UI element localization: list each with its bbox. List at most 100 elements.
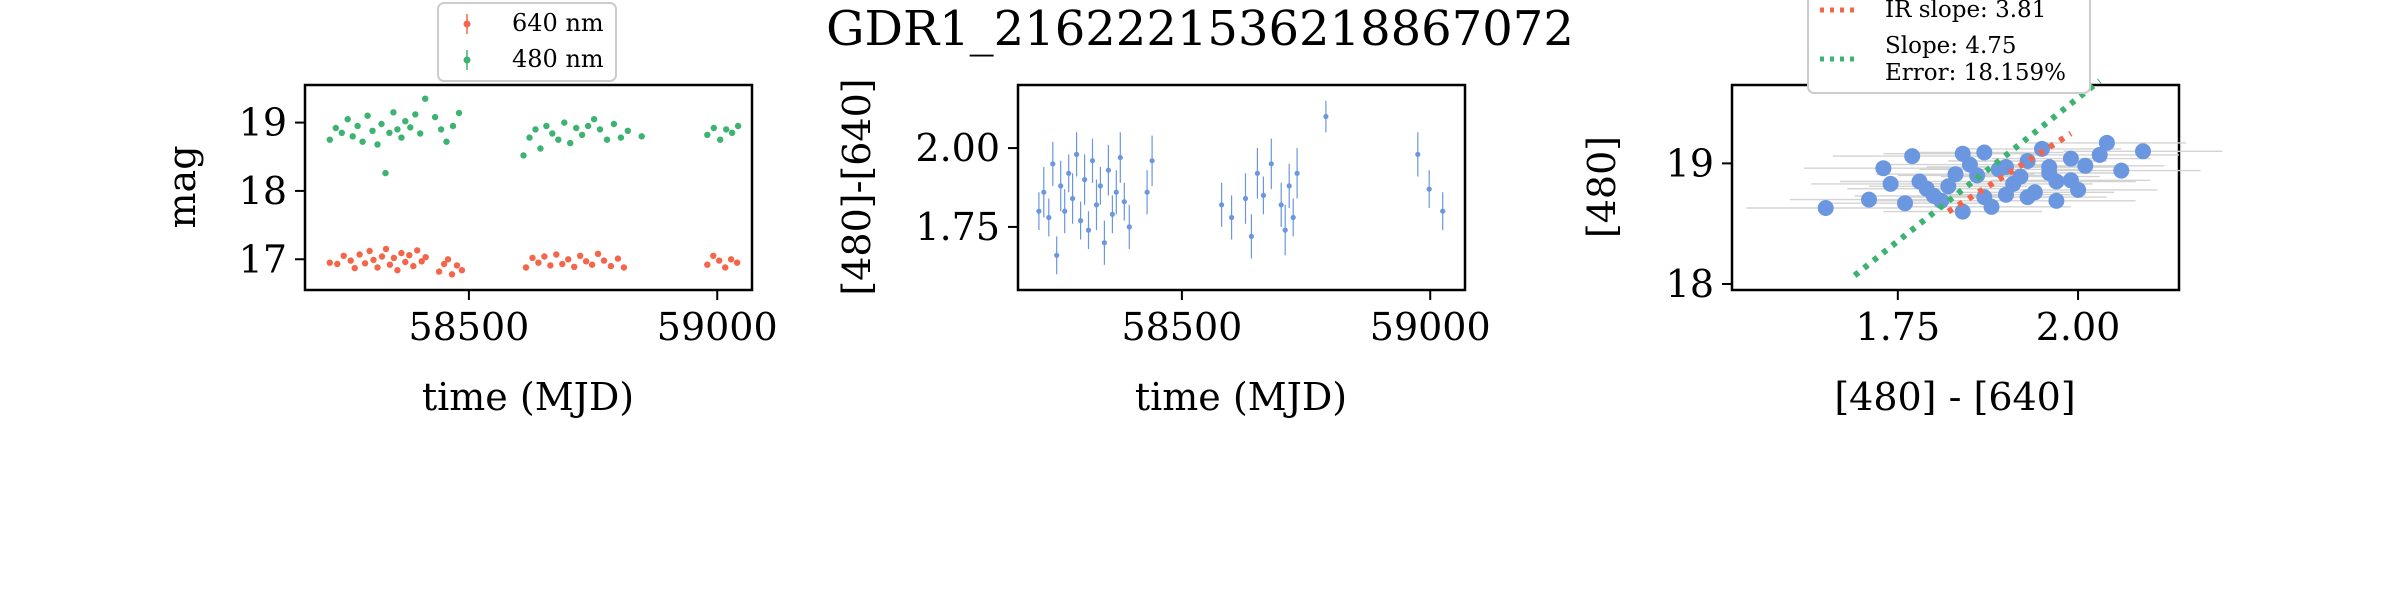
data-point <box>594 250 602 257</box>
data-point <box>710 124 717 132</box>
data-point <box>378 253 386 260</box>
y-axis-label: mag <box>160 145 204 228</box>
data-point <box>390 254 398 262</box>
data-point <box>617 134 625 141</box>
data-point <box>1983 198 2000 215</box>
data-point <box>2048 192 2065 209</box>
data-point <box>1229 214 1235 221</box>
data-point <box>1286 183 1292 189</box>
data-point <box>588 261 596 268</box>
data-point <box>590 116 598 123</box>
legend-label-slope: Slope: 4.75 <box>1885 33 2017 59</box>
data-point <box>1294 170 1300 176</box>
data-point <box>418 258 425 265</box>
plot-frame <box>303 83 754 292</box>
data-point <box>347 257 354 264</box>
y-tick-label: 19 <box>1666 141 1714 185</box>
data-point <box>1041 189 1047 195</box>
legend-label-640nm: 640 nm <box>512 9 604 37</box>
data-point <box>344 116 351 123</box>
data-point <box>522 264 530 271</box>
x-axis-label: [480] - [640] <box>1834 375 2075 419</box>
data-point <box>1268 161 1274 167</box>
data-point <box>1144 189 1150 195</box>
data-point <box>1875 160 1892 177</box>
x-axis-ticks: 58500 59000 <box>408 290 778 349</box>
data-point <box>537 145 544 152</box>
data-point <box>422 254 429 261</box>
data-point <box>1062 208 1068 214</box>
data-point <box>394 126 401 133</box>
data-point <box>559 260 566 268</box>
data-point <box>567 139 574 147</box>
data-point <box>1897 195 1913 212</box>
data-point <box>1066 170 1072 176</box>
data-point <box>610 120 618 128</box>
data-point <box>578 131 586 139</box>
x-axis-ticks: 58500 59000 <box>1121 290 1491 349</box>
data-point <box>549 130 556 137</box>
data-point <box>716 257 723 264</box>
y-tick-label: 2.00 <box>915 126 1000 170</box>
data-point <box>1046 214 1052 221</box>
data-point <box>565 256 572 263</box>
data-point <box>422 95 429 102</box>
data-point <box>443 138 450 145</box>
x-tick-label: 58500 <box>1121 305 1242 349</box>
data-point <box>734 122 742 130</box>
data-point <box>2135 143 2151 160</box>
data-point <box>555 136 562 143</box>
data-point <box>1940 178 1957 195</box>
data-point <box>2048 173 2065 190</box>
data-point <box>453 262 461 269</box>
data-point <box>1242 195 1249 202</box>
data-point <box>2098 134 2115 151</box>
data-point <box>402 258 409 266</box>
data-point <box>573 124 580 132</box>
y-tick-label: 18 <box>1666 262 1714 306</box>
data-point <box>1260 192 1266 198</box>
data-point <box>370 256 377 264</box>
legend-marker-640nm <box>463 14 471 34</box>
data-point <box>1105 167 1111 173</box>
y-axis-ticks: 1.75 2.00 <box>915 126 1018 249</box>
data-point <box>1947 166 1964 183</box>
data-point <box>369 127 376 134</box>
data-point <box>349 133 356 140</box>
data-point <box>332 124 339 132</box>
x-tick-label: 59000 <box>1370 305 1491 349</box>
data-point <box>386 261 394 268</box>
data-point <box>547 262 554 269</box>
data-point <box>398 134 405 141</box>
data-point <box>382 245 390 253</box>
data-point <box>326 136 333 143</box>
data-point <box>417 130 424 137</box>
data-point <box>458 267 466 274</box>
data-point <box>529 254 536 262</box>
data-point <box>406 252 413 259</box>
data-point <box>710 252 717 259</box>
x-tick-label: 59000 <box>657 305 778 349</box>
data-point <box>2077 157 2094 174</box>
data-point <box>722 264 729 271</box>
data-point <box>1282 227 1288 233</box>
data-point <box>354 122 361 130</box>
data-point <box>1085 227 1092 233</box>
data-point <box>1290 214 1296 221</box>
data-point <box>1126 224 1132 230</box>
data-point <box>448 271 456 278</box>
data-point <box>351 264 358 272</box>
data-point <box>1415 151 1421 157</box>
data-point <box>1976 144 1993 161</box>
x-tick-label: 58500 <box>408 305 529 349</box>
plot-area <box>1746 78 2223 278</box>
color-lightcurve-panel: 58500 59000 1.75 2.00 time (MJD) [480]-[64… <box>835 78 1491 419</box>
y-tick-label: 17 <box>239 237 287 281</box>
data-point <box>1078 218 1084 224</box>
data-point <box>1861 191 1877 208</box>
x-axis-ticks: 1.75 2.00 <box>1856 290 2120 349</box>
data-point <box>374 141 381 148</box>
data-point <box>2012 168 2029 185</box>
data-point <box>704 131 711 139</box>
data-point <box>584 122 592 130</box>
